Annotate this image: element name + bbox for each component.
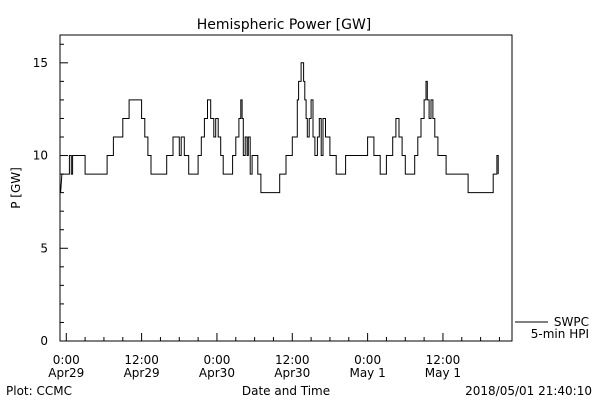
legend: SWPC 5-min HPI — [515, 315, 589, 341]
x-tick-label-time: 12:00 — [124, 353, 159, 367]
x-tick-label-time: 12:00 — [426, 353, 461, 367]
legend-series-name: SWPC — [554, 315, 589, 329]
x-tick-label-time: 0:00 — [203, 353, 230, 367]
x-tick-label-date: Apr29 — [124, 366, 160, 380]
x-tick-label-date: Apr30 — [274, 366, 310, 380]
hemispheric-power-series-line — [60, 62, 499, 194]
x-tick-label-date: Apr30 — [199, 366, 235, 380]
legend-series-subtitle: 5-min HPI — [531, 327, 589, 341]
plot-frame — [59, 34, 513, 342]
x-axis-label: Date and Time — [242, 384, 330, 398]
y-axis-label: P [GW] — [9, 167, 23, 209]
chart-title: Hemispheric Power [GW] — [197, 17, 372, 33]
x-tick-label-date: May 1 — [425, 366, 461, 380]
x-tick-label-time: 12:00 — [275, 353, 310, 367]
plot-credit: Plot: CCMC — [6, 384, 72, 398]
y-tick-label: 10 — [33, 149, 48, 163]
y-tick-label: 0 — [40, 334, 48, 348]
plot-timestamp: 2018/05/01 21:40:10 — [465, 384, 592, 398]
y-tick-label: 15 — [33, 56, 48, 70]
x-tick-label-date: May 1 — [349, 366, 385, 380]
x-tick-label-time: 0:00 — [53, 353, 80, 367]
y-tick-label: 5 — [40, 241, 48, 255]
x-tick-label-date: Apr29 — [48, 366, 84, 380]
y-axis: 0 5 10 15 — [33, 43, 68, 348]
x-axis: 0:00Apr2912:00Apr290:00Apr3012:00Apr300:… — [48, 333, 500, 380]
x-tick-label-time: 0:00 — [354, 353, 381, 367]
